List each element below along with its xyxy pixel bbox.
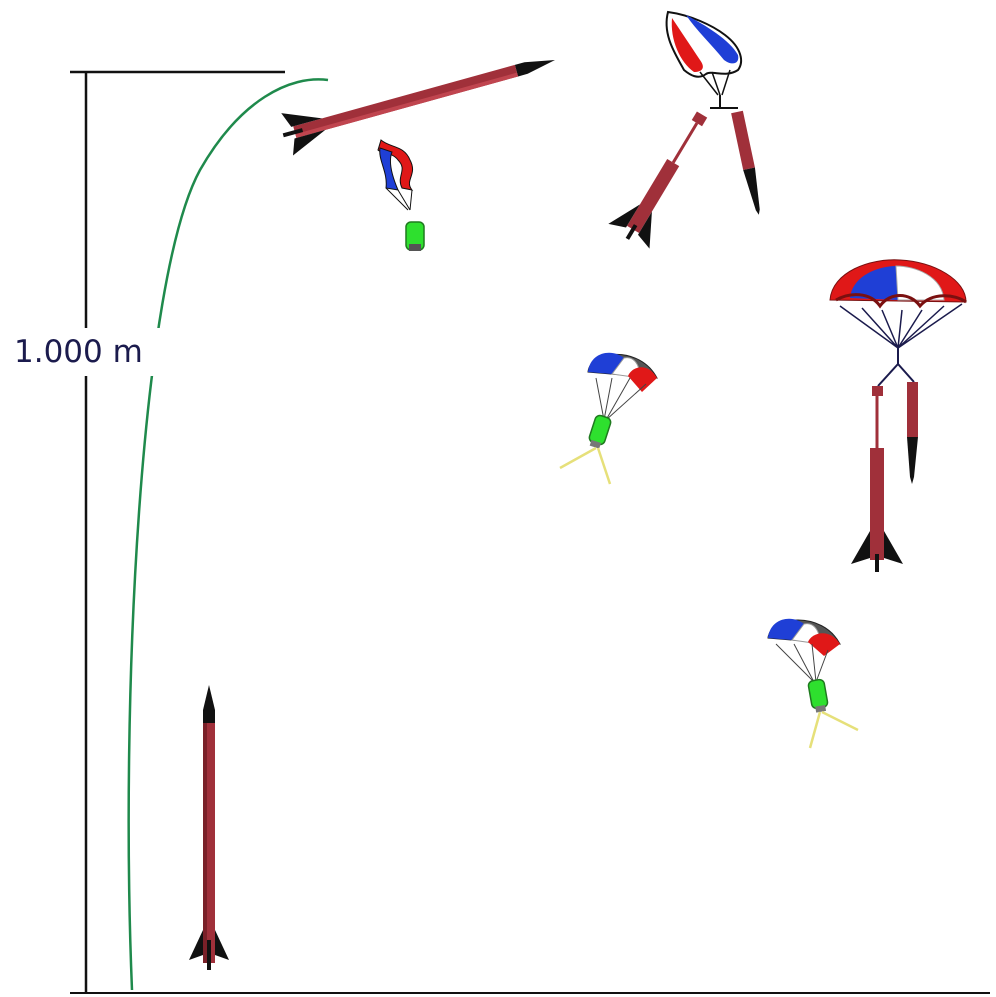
- parachute-icon: [587, 352, 658, 421]
- payload-capsule-icon: [807, 678, 829, 713]
- altitude-scale-bar: [70, 70, 285, 993]
- rocket-at-apogee: [281, 60, 555, 156]
- landing-legs: [559, 446, 612, 485]
- parachute-icon: [829, 259, 967, 387]
- rocket-icon: [281, 60, 555, 156]
- parachute-icon: [767, 618, 841, 683]
- rocket-icon: [189, 685, 229, 970]
- rocket-on-pad: [189, 685, 229, 970]
- rocket-icon: [608, 111, 708, 249]
- payload-ejection: [377, 139, 425, 251]
- streamer-icon: [665, 10, 743, 109]
- rocket-icon: [851, 386, 903, 572]
- altitude-label: 1.000 m: [14, 328, 164, 376]
- rocket-separation-deploying: [608, 10, 760, 249]
- payload-descending-2: [767, 618, 859, 749]
- rocket-descending-parachute: [829, 259, 967, 572]
- rocket-icon: [907, 382, 918, 484]
- streamer-icon: [377, 139, 414, 211]
- payload-capsule-icon: [588, 414, 612, 449]
- rocket-icon: [731, 110, 760, 215]
- payload-capsule-icon: [405, 221, 425, 251]
- flight-trajectory: [127, 78, 329, 991]
- payload-descending-1: [559, 352, 658, 485]
- landing-legs: [808, 710, 859, 749]
